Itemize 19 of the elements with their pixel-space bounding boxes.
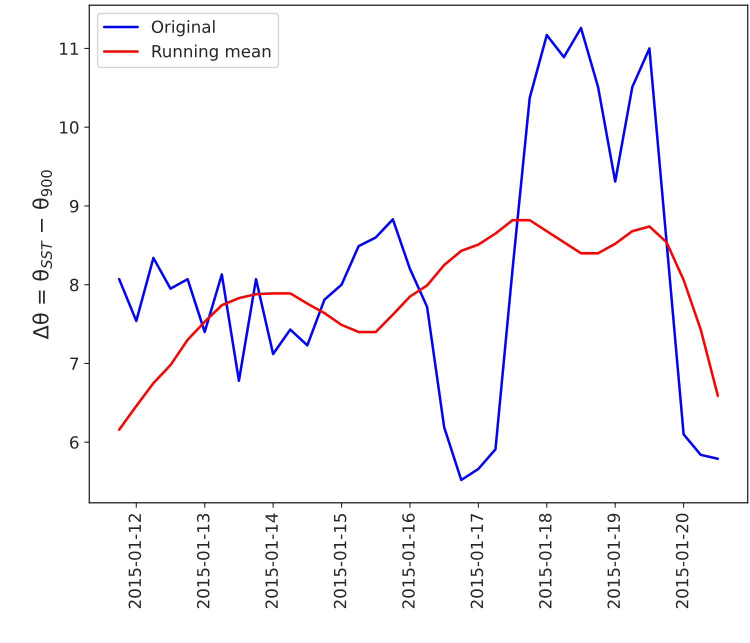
y-tick-label: 10 bbox=[60, 121, 78, 134]
x-tick-label: 2015-01-20 bbox=[676, 514, 688, 608]
x-tick-label: 2015-01-15 bbox=[334, 514, 346, 608]
y-tick-label: 11 bbox=[60, 42, 78, 55]
y-tick-label: 8 bbox=[70, 278, 78, 292]
x-tick-label: 2015-01-12 bbox=[128, 514, 142, 608]
legend-label: Original bbox=[152, 20, 215, 36]
legend-label: Running mean bbox=[152, 44, 270, 61]
x-tick-label: 2015-01-19 bbox=[607, 514, 620, 608]
x-tick-label: 2015-01-13 bbox=[196, 514, 210, 608]
x-tick-label: 2015-01-18 bbox=[539, 514, 552, 608]
y-tick-label: 6 bbox=[70, 436, 78, 449]
y-tick-label: 7 bbox=[70, 358, 78, 370]
y-tick-label: 9 bbox=[70, 200, 78, 213]
x-tick-label: 2015-01-14 bbox=[265, 513, 278, 608]
y-axis-title: Δθ = θ$_{SST}$ − θ$_{900}$ bbox=[32, 170, 52, 340]
x-tick-label: 2015-01-17 bbox=[470, 514, 484, 608]
line-series bbox=[118, 218, 720, 431]
x-tick-label: 2015-01-16 bbox=[402, 514, 415, 608]
